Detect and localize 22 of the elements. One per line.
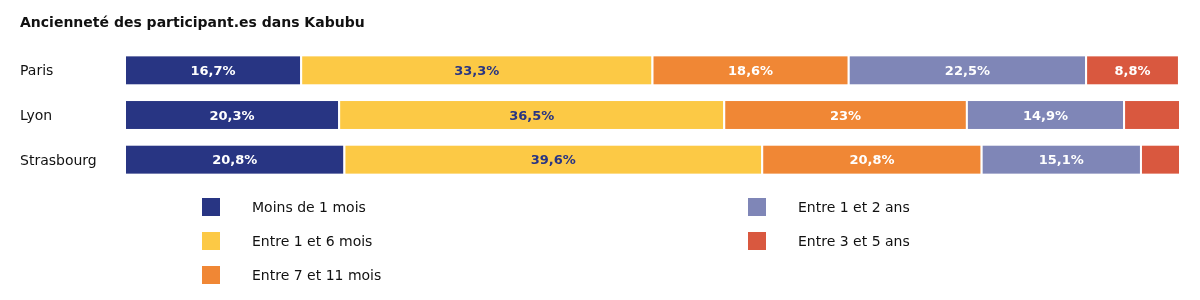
y-tick-label: Strasbourg	[20, 151, 97, 168]
data-label: 20,3%	[209, 107, 255, 123]
data-label: 18,6%	[728, 62, 774, 78]
chart-title: Ancienneté des participant.es dans Kabubu	[20, 14, 365, 30]
data-label: 14,9%	[1022, 107, 1069, 123]
data-label: 22,5%	[944, 62, 990, 78]
legend-label: Entre 1 et 2 ans	[798, 198, 910, 215]
data-label: 39,6%	[530, 152, 576, 168]
data-label: 15,1%	[1038, 152, 1084, 168]
data-label: 8,8%	[1114, 62, 1151, 78]
legend-label: Entre 7 et 11 mois	[252, 266, 382, 283]
data-label: 20,8%	[849, 152, 895, 168]
data-label: 16,7%	[190, 62, 236, 78]
y-tick-label: Lyon	[20, 106, 53, 123]
data-label: 36,5%	[509, 107, 555, 123]
legend-label: Moins de 1 mois	[252, 198, 366, 215]
legend-label: Entre 3 et 5 ans	[798, 232, 910, 249]
data-label: 33,3%	[454, 62, 500, 78]
data-label: 20,8%	[212, 152, 258, 168]
legend-label: Entre 1 et 6 mois	[252, 232, 373, 249]
data-label: 23%	[830, 107, 862, 123]
y-tick-label: Paris	[20, 62, 54, 79]
